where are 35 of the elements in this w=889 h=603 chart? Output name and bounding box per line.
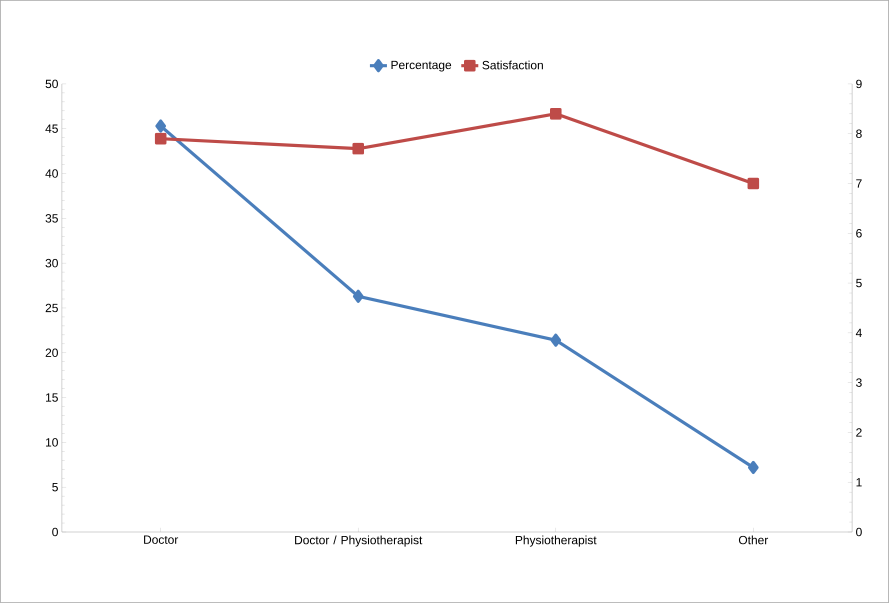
y2-tick-label: 4: [856, 328, 862, 337]
y2-tick-label: 0: [856, 528, 862, 536]
y2-tick-label: 5: [856, 278, 862, 288]
y-tick-label: 20: [46, 348, 58, 358]
point: [154, 132, 166, 144]
y2-tick-label: 3: [856, 378, 862, 387]
point: [352, 290, 364, 303]
y-tick-label: 10: [46, 438, 58, 447]
y-tick-label: 25: [46, 304, 58, 312]
x-tick-label: Physiotherapist: [516, 536, 597, 547]
y-tick-label: 35: [46, 214, 58, 223]
y2-tick-label: 2: [856, 428, 862, 437]
legend-label: Percentage: [392, 60, 452, 72]
y2-tick-label: 6: [856, 229, 862, 238]
y-tick-label: 0: [52, 528, 58, 536]
point: [550, 108, 562, 120]
y-tick-label: 50: [46, 80, 58, 88]
point: [748, 460, 759, 474]
y-tick-label: 5: [52, 483, 58, 492]
y2-tick-label: 8: [856, 130, 862, 138]
x-tick-label: Other: [738, 536, 768, 544]
point: [155, 119, 166, 133]
y-tick-label: 30: [46, 258, 58, 268]
point: [352, 142, 364, 154]
y2-tick-label: 7: [856, 179, 862, 188]
y-tick-label: 15: [46, 393, 58, 402]
point: [550, 334, 562, 347]
x-tick-label: Doctor: [144, 536, 178, 544]
y-tick-label: 40: [45, 169, 58, 178]
y2-tick-label: 9: [856, 80, 862, 88]
x-tick-label: Doctor / Physiotherapist: [295, 536, 422, 547]
y2-tick-label: 1: [856, 478, 862, 486]
point: [748, 178, 760, 190]
legend-label: Satisfaction: [482, 60, 543, 70]
y-tick-label: 45: [45, 124, 58, 133]
